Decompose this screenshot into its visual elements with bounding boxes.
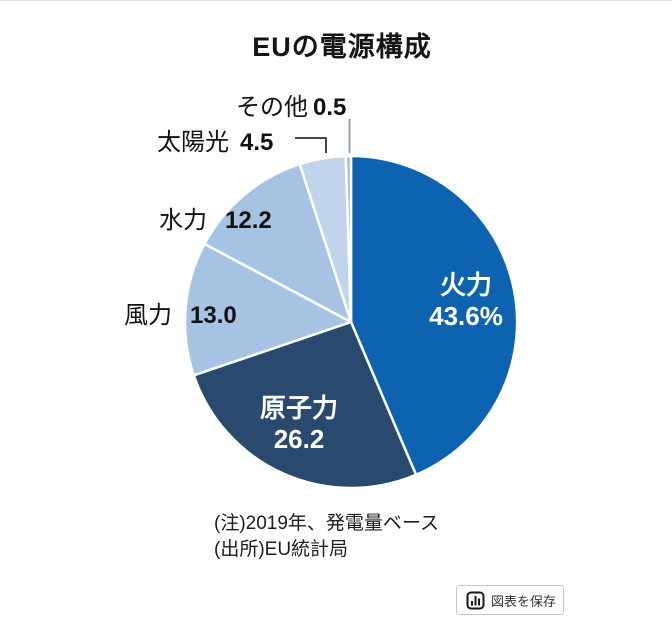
label-wind-name: 風力 bbox=[124, 302, 172, 329]
pie-slices bbox=[183, 154, 519, 490]
footnote-source: (出所)EU統計局 bbox=[214, 539, 349, 560]
label-wind: 風力 13.0 bbox=[124, 295, 237, 330]
pie-slice-hydro bbox=[203, 162, 353, 324]
label-other: その他 0.5 bbox=[236, 87, 346, 122]
label-other-value: 0.5 bbox=[313, 94, 347, 121]
label-hydro-value: 12.2 bbox=[225, 207, 272, 234]
label-solar-name: 太陽光 bbox=[157, 129, 229, 156]
save-chart-button[interactable]: 図表を保存 bbox=[456, 585, 564, 615]
label-nuclear: 原子力 26.2 bbox=[260, 393, 338, 455]
label-hydro: 水力 12.2 bbox=[159, 200, 272, 235]
label-nuclear-name: 原子力 bbox=[259, 393, 339, 423]
pie-slice-other bbox=[344, 154, 353, 324]
label-solar: 太陽光 4.5 bbox=[157, 122, 273, 157]
footnote-note: (注)2019年、発電量ベース bbox=[214, 513, 439, 534]
chart-title: EUの電源構成 bbox=[252, 32, 432, 62]
bar-chart-icon bbox=[466, 591, 485, 609]
label-thermal-name: 火力 bbox=[439, 270, 493, 300]
label-thermal-value: 43.6% bbox=[429, 301, 503, 331]
footnotes: (注)2019年、発電量ベース (出所)EU統計局 bbox=[214, 511, 439, 563]
label-nuclear-value: 26.2 bbox=[273, 424, 325, 454]
label-solar-value: 4.5 bbox=[240, 129, 274, 156]
label-thermal: 火力 43.6% bbox=[429, 270, 503, 332]
leader-line-solar bbox=[295, 137, 327, 153]
label-hydro-name: 水力 bbox=[159, 207, 207, 234]
save-chart-button-label: 図表を保存 bbox=[491, 593, 557, 609]
pie-slice-nuclear bbox=[192, 320, 418, 490]
pie-slice-wind bbox=[183, 242, 353, 377]
label-wind-value: 13.0 bbox=[190, 302, 237, 329]
label-other-name: その他 bbox=[236, 94, 308, 121]
pie-slice-thermal bbox=[349, 154, 519, 477]
